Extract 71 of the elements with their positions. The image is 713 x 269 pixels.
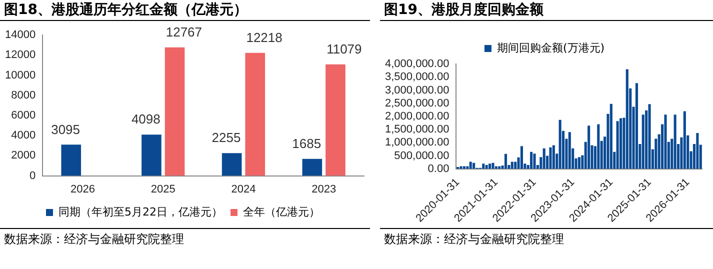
bar bbox=[597, 124, 600, 169]
bar bbox=[530, 152, 533, 169]
bar bbox=[61, 144, 82, 176]
source-note: 数据来源：经济与金融研究院整理 bbox=[0, 228, 370, 249]
y-tick-label: 1,500,000.00 bbox=[384, 124, 450, 136]
data-label: 4098 bbox=[131, 112, 160, 127]
bar bbox=[552, 145, 555, 169]
bar bbox=[635, 83, 638, 169]
bar bbox=[619, 118, 622, 169]
y-tick-label: 4000 bbox=[11, 130, 36, 142]
x-tick-label: 2023 bbox=[312, 183, 336, 196]
bar bbox=[245, 52, 266, 176]
bar bbox=[568, 132, 571, 169]
y-tick-label: 0 bbox=[29, 170, 36, 182]
bar bbox=[302, 158, 322, 176]
bar bbox=[549, 147, 552, 169]
legend-label: 同期（年初至5月22日，亿港元） bbox=[58, 205, 222, 218]
bar bbox=[533, 154, 536, 169]
bar bbox=[222, 153, 242, 176]
source-note: 数据来源：经济与金融研究院整理 bbox=[380, 228, 713, 249]
x-tick-label: 2026 bbox=[70, 183, 96, 196]
x-tick-label: 2025 bbox=[150, 183, 176, 196]
y-tick-label: 3,500,000.00 bbox=[384, 71, 450, 84]
y-tick-label: 1,000,000.00 bbox=[384, 136, 450, 149]
x-tick-label: 2024 bbox=[231, 183, 256, 196]
bar bbox=[482, 164, 485, 169]
data-label: 12218 bbox=[246, 30, 282, 45]
y-tick-label: 500,000.00 bbox=[394, 150, 450, 162]
bar bbox=[542, 148, 546, 169]
bar bbox=[164, 47, 185, 176]
bar bbox=[626, 69, 628, 169]
data-label: 3095 bbox=[51, 122, 80, 137]
bar bbox=[469, 162, 472, 169]
bar bbox=[510, 162, 514, 169]
chart-title: 图18、港股通历年分红金额（亿港元） bbox=[0, 0, 370, 21]
bar bbox=[664, 114, 667, 169]
bar bbox=[683, 111, 686, 169]
y-tick-label: 14000 bbox=[4, 29, 36, 42]
bar bbox=[504, 154, 508, 169]
y-tick-label: 2000 bbox=[11, 150, 36, 162]
y-tick-label: 6000 bbox=[11, 109, 36, 122]
y-tick-label: 10000 bbox=[4, 69, 36, 82]
data-label: 2255 bbox=[212, 130, 241, 146]
bar bbox=[616, 121, 619, 169]
y-tick-label: 2,500,000.00 bbox=[384, 97, 450, 110]
bar bbox=[654, 138, 658, 169]
bar bbox=[326, 64, 346, 176]
chart-title: 图19、港股月度回购金额 bbox=[380, 0, 713, 21]
data-label: 12767 bbox=[166, 24, 202, 40]
bar bbox=[696, 132, 699, 169]
y-tick-label: 0.00 bbox=[428, 162, 450, 175]
y-tick-label: 3,000,000.00 bbox=[384, 84, 450, 96]
data-label: 11079 bbox=[326, 41, 362, 56]
legend-label: 期间回购金额(万港元) bbox=[496, 41, 605, 54]
bar bbox=[588, 126, 590, 169]
y-tick-label: 12000 bbox=[4, 49, 36, 62]
bar bbox=[648, 104, 651, 169]
legend-label: 全年（亿港元） bbox=[243, 205, 320, 218]
bar bbox=[674, 114, 676, 169]
y-tick-label: 4,000,000.00 bbox=[384, 58, 450, 70]
y-tick-label: 2,000,000.00 bbox=[384, 110, 450, 122]
bar bbox=[488, 164, 492, 169]
bar bbox=[578, 157, 581, 169]
bar bbox=[514, 162, 517, 169]
bar bbox=[558, 120, 562, 169]
bar bbox=[642, 114, 644, 169]
y-tick-label: 8000 bbox=[11, 89, 36, 102]
bar bbox=[520, 146, 523, 169]
data-label: 1685 bbox=[292, 136, 322, 151]
bar bbox=[142, 134, 162, 176]
bar bbox=[610, 104, 612, 169]
